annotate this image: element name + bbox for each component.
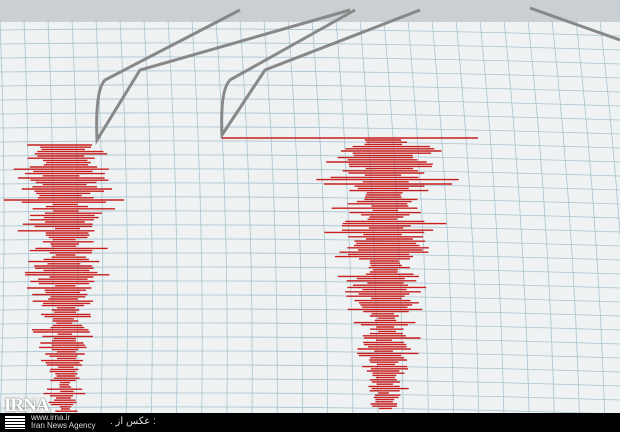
stylus-far xyxy=(529,6,620,42)
irna-logo: IRNA xyxy=(4,395,50,416)
stylus-left xyxy=(95,8,351,145)
watermark-bar: www.irna.ir Iran News Agency : عکس از . xyxy=(0,413,620,432)
seismic-trace-left xyxy=(3,144,125,412)
agency-text: Iran News Agency xyxy=(31,421,96,430)
stylus-right xyxy=(220,8,421,140)
credit-text: : عکس از . xyxy=(110,416,156,427)
irna-icon xyxy=(5,416,25,429)
seismic-trace-right xyxy=(316,139,459,410)
rail xyxy=(0,0,620,22)
url-text: www.irna.ir xyxy=(31,413,71,422)
